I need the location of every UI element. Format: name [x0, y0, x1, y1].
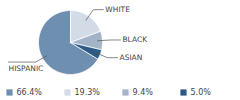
svg-text:HISPANIC: HISPANIC — [9, 64, 44, 73]
svg-text:9.4%: 9.4% — [133, 88, 154, 97]
svg-text:ASIAN: ASIAN — [120, 53, 143, 62]
svg-text:WHITE: WHITE — [105, 5, 130, 14]
svg-text:19.3%: 19.3% — [75, 88, 101, 97]
svg-text:5.0%: 5.0% — [191, 88, 212, 97]
svg-text:BLACK: BLACK — [122, 35, 148, 44]
svg-text:66.4%: 66.4% — [17, 88, 43, 97]
